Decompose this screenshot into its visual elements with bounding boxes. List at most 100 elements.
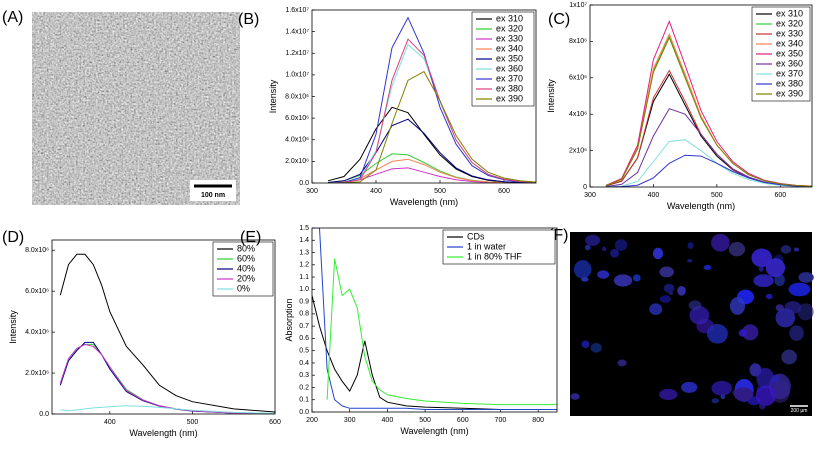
spot <box>668 292 673 295</box>
x-tick-label: 600 <box>269 419 281 426</box>
spot <box>652 247 664 260</box>
y-tick-label: 0.8 <box>299 311 309 318</box>
legend-label: ex 310 <box>776 8 803 18</box>
y-tick-label: 1.2 <box>299 262 309 269</box>
x-tick-label: 500 <box>711 192 723 199</box>
legend-label: ex 340 <box>496 43 523 53</box>
legend-label: ex 370 <box>776 68 803 78</box>
y-tick-label: 1.1 <box>299 274 309 281</box>
spot <box>585 234 601 246</box>
plot-frame <box>311 9 537 184</box>
series-line <box>60 405 275 414</box>
plot-frame <box>51 239 276 415</box>
legend-label: 80% <box>237 243 255 253</box>
spot <box>659 266 674 278</box>
legend-label: ex 360 <box>776 58 803 68</box>
legend-label: ex 380 <box>496 83 523 93</box>
spot <box>681 381 698 393</box>
series-line <box>312 228 557 410</box>
spot <box>707 323 728 344</box>
spot <box>687 259 693 263</box>
spot <box>758 266 764 272</box>
x-tick-label: 600 <box>774 192 786 199</box>
series-line <box>59 341 275 414</box>
y-tick-label: 0.7 <box>299 323 309 330</box>
y-tick-label: 2.0x10⁶ <box>25 370 49 377</box>
spot <box>742 324 759 341</box>
spot <box>659 388 678 400</box>
scale-bar-label: 200 µm <box>791 408 808 414</box>
spot <box>610 248 620 258</box>
chart: (E) 0.0 0.1 0.2 0.3 0.4 0.5 0.6 0.7 0.8 0.9 1.0 1.1 1… <box>240 225 558 436</box>
legend-label: ex 390 <box>496 93 523 103</box>
legend-label: CDs <box>467 231 485 241</box>
y-tick-label: 2.0x10⁶ <box>285 158 309 165</box>
panel-label: (D) <box>2 229 24 246</box>
spot <box>573 260 592 279</box>
y-tick-label: 4x10⁶ <box>569 111 587 118</box>
x-tick-label: 400 <box>382 417 394 424</box>
spot <box>711 380 732 396</box>
y-tick-label: 4.0x10⁶ <box>25 329 49 336</box>
legend-label: ex 380 <box>776 78 803 88</box>
spot <box>659 295 671 303</box>
spot <box>738 329 747 337</box>
series-line <box>327 38 536 183</box>
spot <box>584 244 591 251</box>
y-tick-label: 8.0x10⁶ <box>25 247 49 254</box>
spot <box>570 393 580 400</box>
spot <box>775 304 784 312</box>
spot <box>729 297 746 315</box>
y-tick-label: 0.5 <box>299 348 309 355</box>
series-line <box>605 154 812 187</box>
x-axis-label: Wavelength (nm) <box>667 201 735 211</box>
spot <box>765 293 773 300</box>
panel-label: (E) <box>240 229 261 246</box>
y-tick-label: 1.0x10⁷ <box>285 72 309 79</box>
y-tick-label: 1.0 <box>299 286 309 293</box>
series-line <box>327 70 536 183</box>
spot <box>765 258 786 278</box>
spot <box>788 282 811 297</box>
series-line <box>326 258 557 406</box>
x-tick-label: 500 <box>434 188 446 195</box>
x-tick-label: 500 <box>419 417 431 424</box>
legend-label: 1 in 80% THF <box>467 251 522 261</box>
spot <box>649 303 663 315</box>
legend-label: ex 370 <box>496 73 523 83</box>
spot <box>663 283 675 293</box>
y-tick-label: 4.0x10⁶ <box>285 137 309 144</box>
y-tick-label: 2x10⁶ <box>569 147 587 154</box>
legend-label: ex 320 <box>496 23 523 33</box>
series-line <box>605 36 812 187</box>
tem-image <box>32 12 240 205</box>
y-axis-label: Intensity <box>8 310 18 344</box>
y-tick-label: 0.9 <box>299 298 309 305</box>
legend-label: ex 320 <box>776 18 803 28</box>
scale-bar-label: 100 nm <box>201 192 225 199</box>
y-tick-label: 6.0x10⁶ <box>25 288 49 295</box>
series-line <box>327 158 536 183</box>
legend-label: 0% <box>237 283 250 293</box>
spot <box>733 387 754 402</box>
y-tick-label: 0.4 <box>299 360 309 367</box>
spot <box>581 277 589 282</box>
legend-label: 1 in water <box>467 241 506 251</box>
spot <box>780 245 792 254</box>
series-line <box>327 118 536 183</box>
y-tick-label: 1.4x10⁷ <box>285 28 309 35</box>
spot <box>781 349 797 365</box>
spot <box>753 274 774 288</box>
spot <box>756 367 775 389</box>
spot <box>687 242 694 250</box>
y-tick-label: 6.0x10⁶ <box>285 115 309 122</box>
spot <box>581 340 590 349</box>
y-tick-label: 0.6 <box>299 335 309 342</box>
y-tick-label: 0 <box>583 184 587 191</box>
y-tick-label: 0.1 <box>299 397 309 404</box>
spot <box>597 270 610 279</box>
chart: (D) 0.0 2.0x10⁶ 4.0x10⁶ 6.0x10⁶ 8.0x10⁶ 400 500… <box>2 229 281 438</box>
y-tick-label: 0.0 <box>299 409 309 416</box>
series-line <box>59 343 275 414</box>
